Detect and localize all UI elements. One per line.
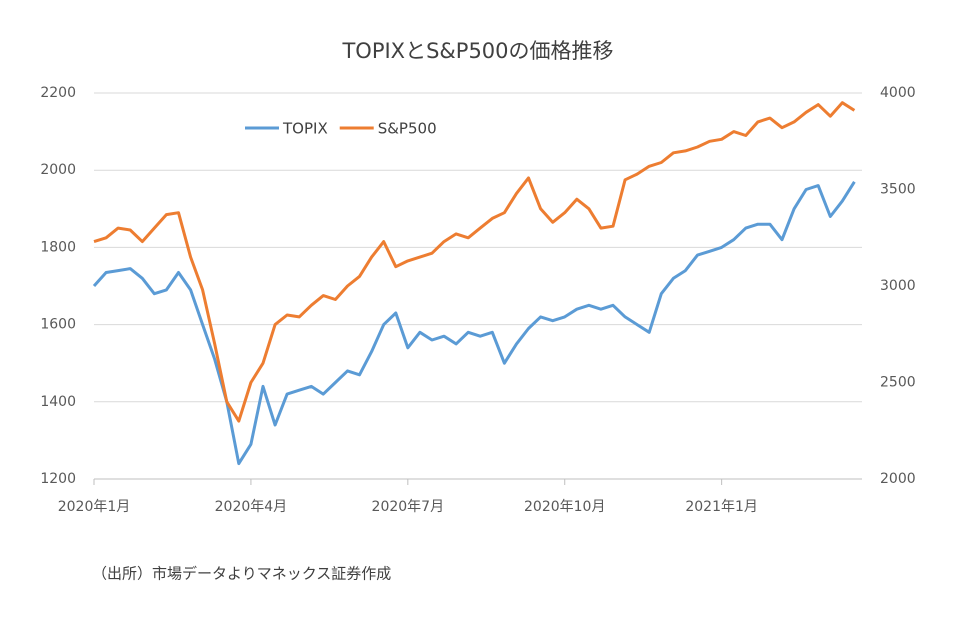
y-tick-label: 2200 [40, 85, 76, 101]
source-note: （出所）市場データよりマネックス証券作成 [92, 565, 391, 583]
y2-tick-label: 3000 [880, 278, 916, 294]
x-tick-label: 2020年10月 [524, 499, 605, 515]
x-tick-label: 2021年1月 [685, 499, 758, 515]
legend-label: S&P500 [378, 120, 437, 138]
x-tick-label: 2020年7月 [372, 499, 445, 515]
y2-tick-label: 2500 [880, 375, 916, 391]
legend-label: TOPIX [282, 120, 328, 138]
y2-tick-label: 2000 [880, 471, 916, 487]
y-tick-label: 2000 [40, 162, 76, 178]
y-tick-label: 1600 [40, 317, 76, 333]
y-tick-label: 1400 [40, 394, 76, 410]
y2-tick-label: 3500 [880, 182, 916, 198]
series-line [92, 181, 856, 466]
y2-tick-label: 4000 [880, 85, 916, 101]
y-tick-label: 1200 [40, 471, 76, 487]
x-tick-label: 2020年1月 [58, 499, 131, 515]
chart-title: TOPIXとS&P500の価格推移 [341, 39, 613, 63]
series-line [93, 101, 856, 423]
y-tick-label: 1800 [40, 239, 76, 255]
x-tick-label: 2020年4月 [215, 499, 288, 515]
